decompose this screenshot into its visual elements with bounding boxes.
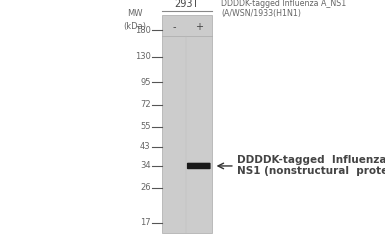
Text: (kDa): (kDa) xyxy=(123,22,146,31)
Text: 180: 180 xyxy=(135,26,151,35)
Text: 293T: 293T xyxy=(174,0,199,9)
Text: NS1 (nonstructural  protein): NS1 (nonstructural protein) xyxy=(237,166,385,176)
Text: DDDDK-tagged Influenza A_NS1: DDDDK-tagged Influenza A_NS1 xyxy=(221,0,346,8)
Text: 26: 26 xyxy=(140,183,151,192)
Text: MW: MW xyxy=(127,9,142,18)
Text: DDDDK-tagged  Influenza A virus: DDDDK-tagged Influenza A virus xyxy=(237,156,385,166)
FancyBboxPatch shape xyxy=(187,163,211,169)
Text: 130: 130 xyxy=(135,52,151,61)
Text: 17: 17 xyxy=(140,218,151,227)
Text: (A/WSN/1933(H1N1): (A/WSN/1933(H1N1) xyxy=(221,9,301,18)
Text: 95: 95 xyxy=(140,78,151,87)
Text: 43: 43 xyxy=(140,142,151,151)
Text: -: - xyxy=(172,22,176,32)
Text: 55: 55 xyxy=(140,122,151,131)
Bar xyxy=(162,15,212,233)
Text: +: + xyxy=(195,22,203,32)
Text: 34: 34 xyxy=(140,162,151,170)
Text: 72: 72 xyxy=(140,100,151,109)
